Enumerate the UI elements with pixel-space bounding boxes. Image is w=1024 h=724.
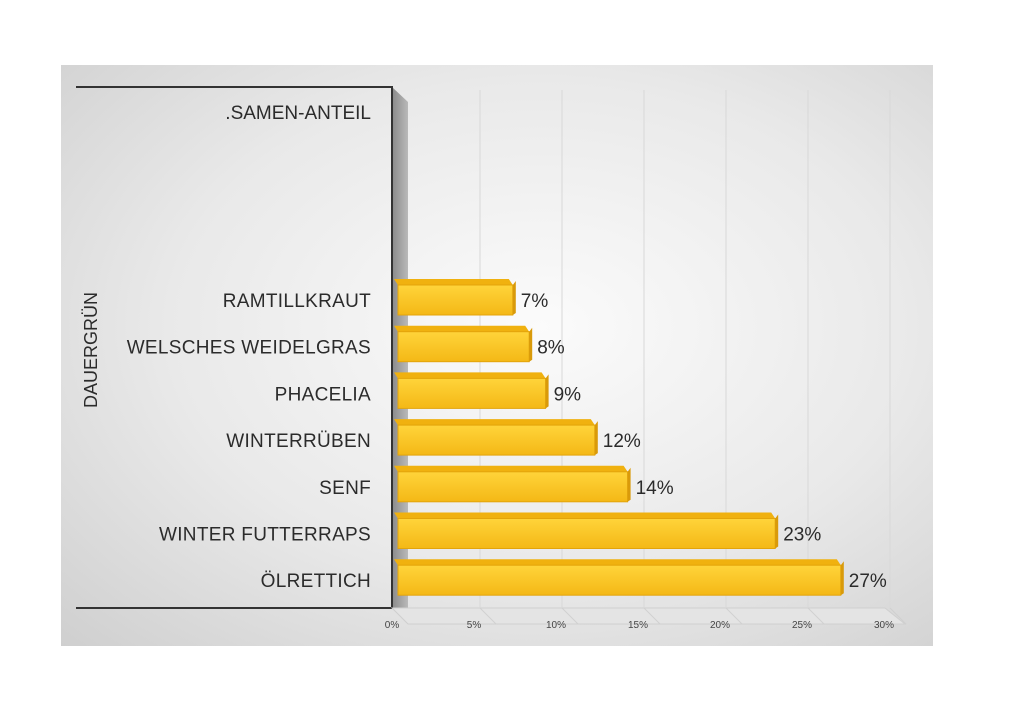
- value-label: 9%: [554, 384, 582, 405]
- category-wall-border: [76, 86, 393, 609]
- value-label: 7%: [521, 291, 549, 312]
- bar-side-face: [512, 281, 516, 315]
- bar-top-face: [394, 512, 776, 519]
- value-label: 12%: [603, 431, 641, 452]
- bar-top-face: [394, 372, 546, 379]
- x-tick-label: 0%: [385, 620, 400, 631]
- bar-side-face: [627, 467, 631, 502]
- bar-side-face: [545, 374, 549, 409]
- bar: [397, 471, 629, 503]
- bar-side-face: [840, 561, 844, 596]
- axis-title: DAUERGRÜN: [81, 292, 101, 408]
- bar-top-face: [394, 279, 513, 285]
- floor-gridline: [561, 607, 579, 625]
- category-label: WINTER FUTTERRAPS: [159, 525, 371, 546]
- bar-top-face: [394, 559, 841, 566]
- bar-side-face: [529, 327, 533, 362]
- floor-gridline: [889, 607, 907, 625]
- bar: [397, 331, 530, 363]
- x-tick-label: 10%: [546, 620, 566, 631]
- bar: [397, 284, 514, 316]
- bar: [397, 518, 776, 549]
- bar: [397, 424, 596, 456]
- x-tick-label: 30%: [874, 620, 894, 631]
- bar: [397, 377, 547, 409]
- category-label: WELSCHES WEIDELGRAS: [127, 338, 371, 359]
- bar-top-face: [394, 419, 595, 426]
- bar-top-face: [394, 325, 530, 332]
- x-tick-label: 15%: [628, 620, 648, 631]
- bar-side-face: [775, 514, 779, 549]
- floor-gridline: [643, 607, 661, 625]
- category-label: SENF: [319, 478, 371, 499]
- value-label: 27%: [849, 571, 887, 592]
- x-tick-label: 5%: [467, 620, 482, 631]
- category-label: PHACELIA: [275, 384, 371, 405]
- floor-gridline: [479, 607, 497, 625]
- series-title: .SAMEN-ANTEIL: [225, 103, 371, 124]
- chart-floor: [390, 607, 907, 625]
- category-label: WINTERRÜBEN: [226, 431, 371, 452]
- bar: [397, 564, 842, 596]
- floor-gridline: [807, 607, 825, 625]
- value-label: 23%: [783, 525, 821, 546]
- x-tick-label: 20%: [710, 620, 730, 631]
- x-tick-label: 25%: [792, 620, 812, 631]
- floor-gridline: [725, 607, 743, 625]
- bar-top-face: [394, 465, 628, 472]
- category-label: RAMTILLKRAUT: [223, 291, 371, 312]
- bar-side-face: [594, 421, 598, 456]
- value-label: 14%: [636, 478, 674, 499]
- value-label: 8%: [537, 338, 565, 359]
- category-label: ÖLRETTICH: [261, 571, 371, 592]
